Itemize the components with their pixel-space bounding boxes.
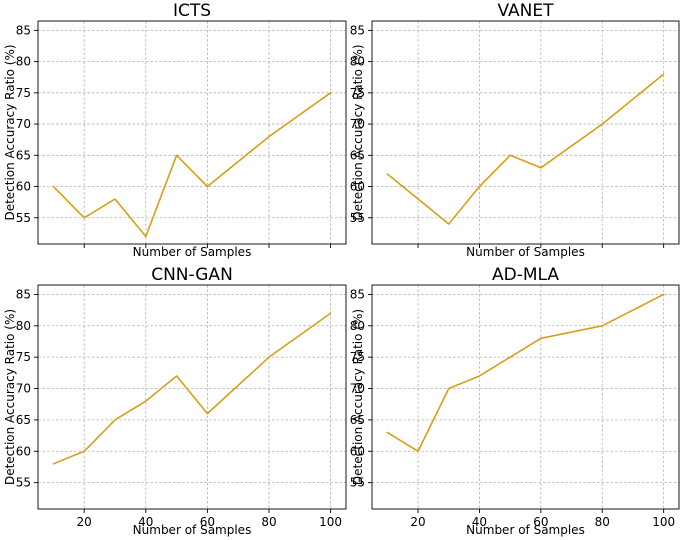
y-tick-label: 75 xyxy=(350,350,365,364)
series-line xyxy=(52,92,332,238)
subplot-2: 55 60 65 70 75 80 85 VANET Number of Samples Dete… xyxy=(350,1,680,259)
x-tick-label: 100 xyxy=(319,515,342,529)
y-tick-label: 65 xyxy=(16,148,31,162)
x-tick-label: 80 xyxy=(595,515,610,529)
x-axis-label: Number of Samples xyxy=(466,523,585,537)
subplot-4: 20 40 60 80 100 55 60 65 70 75 80 85 AD-MLA Number of… xyxy=(350,265,680,537)
y-tick-label: 65 xyxy=(350,148,365,162)
y-tick-label: 60 xyxy=(350,444,365,458)
x-axis-label: Number of Samples xyxy=(133,523,252,537)
y-tick-label: 65 xyxy=(350,413,365,427)
series-line xyxy=(52,312,332,465)
y-tick-label: 70 xyxy=(350,117,365,131)
x-tick-label: 60 xyxy=(200,515,215,529)
y-tick-label: 75 xyxy=(350,86,365,100)
x-axis-label: Number of Samples xyxy=(133,245,252,259)
axes-frame xyxy=(371,20,680,245)
y-tick-label: 85 xyxy=(16,23,31,37)
x-tick-label: 40 xyxy=(138,515,153,529)
y-tick-label: 55 xyxy=(350,476,365,490)
y-axis-label: Detection Accuracy Ratio (%) xyxy=(351,309,365,485)
y-axis-label: Detection Accuracy Ratio (%) xyxy=(351,44,365,220)
y-tick-label: 85 xyxy=(350,23,365,37)
subplot-3: 20 40 60 80 100 55 60 65 70 75 80 85 CNN-GAN Number o… xyxy=(3,265,347,537)
series-line xyxy=(386,293,665,453)
y-tick-label: 55 xyxy=(16,211,31,225)
y-tick-label: 80 xyxy=(16,55,31,69)
y-tick-label: 80 xyxy=(350,319,365,333)
subplot-1: 55 60 65 70 75 80 85 ICTS Number of Samples Detec… xyxy=(3,1,347,259)
y-tick-label: 55 xyxy=(16,476,31,490)
y-tick-label: 65 xyxy=(16,413,31,427)
chart-title: VANET xyxy=(497,1,554,21)
x-tick-label: 20 xyxy=(77,515,92,529)
y-tick-label: 85 xyxy=(350,287,365,301)
y-axis-label: Detection Accuracy Ratio (%) xyxy=(3,309,17,485)
y-tick-label: 75 xyxy=(16,350,31,364)
y-tick-label: 60 xyxy=(16,444,31,458)
x-tick-label: 80 xyxy=(261,515,276,529)
chart-title: AD-MLA xyxy=(492,265,559,285)
y-axis-label: Detection Accuracy Ratio (%) xyxy=(3,44,17,220)
y-tick-label: 80 xyxy=(350,55,365,69)
y-tick-label: 60 xyxy=(350,180,365,194)
axes-frame xyxy=(37,20,347,245)
y-tick-label: 75 xyxy=(16,86,31,100)
y-tick-label: 70 xyxy=(16,382,31,396)
x-tick-label: 60 xyxy=(533,515,548,529)
chart-title: ICTS xyxy=(173,1,211,21)
x-tick-label: 20 xyxy=(410,515,425,529)
y-tick-label: 55 xyxy=(350,211,365,225)
y-tick-label: 80 xyxy=(16,319,31,333)
y-tick-label: 60 xyxy=(16,180,31,194)
axes-frame xyxy=(37,284,347,510)
y-tick-label: 85 xyxy=(16,287,31,301)
y-tick-label: 70 xyxy=(350,382,365,396)
series-line xyxy=(386,73,665,225)
x-axis-label: Number of Samples xyxy=(466,245,585,259)
x-tick-label: 100 xyxy=(652,515,675,529)
chart-title: CNN-GAN xyxy=(151,265,233,285)
y-tick-label: 70 xyxy=(16,117,31,131)
axes-frame xyxy=(371,284,680,510)
x-tick-label: 40 xyxy=(472,515,487,529)
